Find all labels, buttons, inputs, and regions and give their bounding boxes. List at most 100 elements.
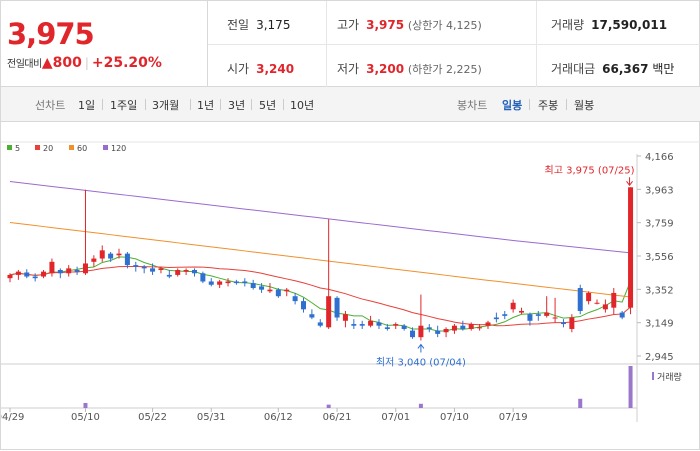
- prev-close: 전일 3,175: [227, 18, 291, 32]
- legend-label-20: 20: [43, 144, 53, 153]
- candle-body: [242, 281, 248, 284]
- candle-body: [41, 271, 47, 277]
- candle-body: [233, 281, 239, 284]
- candle-body: [57, 270, 63, 274]
- tab-10year[interactable]: 10년: [290, 99, 315, 112]
- candle-body: [510, 302, 516, 310]
- candle-body: [150, 268, 156, 272]
- candle-body: [351, 324, 357, 326]
- candle-body: [82, 263, 88, 274]
- candle-body: [7, 274, 13, 279]
- candle-body: [468, 324, 474, 329]
- line-chart-label: 선차트: [35, 99, 66, 112]
- candle-body: [485, 322, 491, 326]
- y-tick-label: 2,945: [645, 352, 674, 363]
- y-tick-label: 3,759: [645, 219, 674, 230]
- candle-body: [535, 314, 541, 316]
- low-annotation: 최저 3,040 (07/04): [376, 356, 466, 368]
- y-tick-label: 4,166: [645, 152, 674, 163]
- tab-daily[interactable]: 일봉: [502, 99, 523, 112]
- candle-body: [74, 270, 80, 272]
- candle-body: [334, 297, 340, 318]
- x-tick-label: 05/31: [197, 412, 226, 423]
- price-header: 3,975 전일대비▲800 | +25.20% 전일 3,175 시가 3,240 고…: [1, 1, 700, 87]
- volume: 거래량 17,590,011: [551, 18, 668, 32]
- candle-body: [477, 327, 483, 329]
- candle-body: [493, 317, 499, 320]
- low-arrow-icon: [417, 343, 425, 353]
- x-tick-label: 07/19: [499, 412, 528, 423]
- y-tick-label: 3,963: [645, 185, 674, 196]
- legend-label-120: 120: [111, 144, 126, 153]
- candle-body: [342, 314, 348, 321]
- volume-label: 거래량: [657, 371, 682, 383]
- volume-bar: [578, 398, 583, 408]
- candle-body: [418, 325, 424, 338]
- legend-swatch-120: [103, 145, 108, 150]
- candle-body: [116, 253, 122, 256]
- tab-5year[interactable]: 5년: [259, 99, 277, 112]
- candle-body: [124, 253, 130, 266]
- open-price: 시가 3,240: [227, 62, 295, 76]
- tab-1week[interactable]: 1주일: [110, 99, 138, 112]
- candle-body: [602, 304, 608, 310]
- candle-body: [141, 266, 147, 269]
- y-tick-label: 3,149: [645, 319, 674, 330]
- ma60-line: [9, 222, 631, 298]
- candle-body: [544, 312, 550, 316]
- candle-body: [309, 314, 315, 318]
- candle-body: [628, 187, 634, 308]
- tab-weekly[interactable]: 주봉: [538, 99, 559, 112]
- period-bar: 선차트 1일 1주일 3개월 1년 3년 5년 10년 봉차트 일봉 주봉 월봉: [1, 87, 700, 122]
- candle-body: [435, 330, 441, 334]
- legend-label-60: 60: [77, 144, 87, 153]
- high-annotation: 최고 3,975 (07/25): [545, 164, 635, 176]
- candle-body: [326, 296, 332, 328]
- candle-body: [301, 301, 307, 310]
- y-tick-label: 3,352: [645, 285, 674, 296]
- candle-body: [49, 261, 55, 274]
- price-box: 3,975 전일대비▲800 | +25.20%: [1, 1, 208, 87]
- volume-bar: [418, 403, 423, 408]
- candle-body: [267, 289, 273, 292]
- candle-body: [577, 288, 583, 311]
- change-value: 800: [52, 55, 82, 71]
- current-price: 3,975: [7, 17, 95, 51]
- candle-body: [225, 281, 231, 284]
- candle-body: [15, 271, 21, 275]
- candle-body: [66, 268, 72, 274]
- candle-body: [175, 270, 181, 275]
- candle-body: [519, 310, 525, 313]
- ma20-line: [9, 266, 631, 327]
- x-tick-label: 05/10: [71, 412, 100, 423]
- x-tick-label: 07/01: [381, 412, 410, 423]
- candle-body: [32, 276, 38, 279]
- x-tick-label: 04/29: [1, 412, 24, 423]
- candle-body: [611, 292, 617, 308]
- y-tick-label: 3,556: [645, 252, 674, 263]
- legend-swatch-60: [69, 145, 74, 150]
- tab-3month[interactable]: 3개월: [152, 99, 180, 112]
- candle-body: [393, 324, 399, 326]
- candle-body: [133, 265, 139, 267]
- legend-label-5: 5: [15, 144, 20, 153]
- legend-swatch-20: [35, 145, 40, 150]
- tab-1year[interactable]: 1년: [197, 99, 215, 112]
- legend-swatch-5: [7, 145, 12, 150]
- ma120-line: [9, 181, 631, 254]
- tab-3year[interactable]: 3년: [228, 99, 246, 112]
- candle-body: [99, 250, 105, 259]
- candle-body: [586, 292, 592, 302]
- change-row: 전일대비▲800 | +25.20%: [7, 55, 162, 71]
- candle-body: [619, 312, 625, 318]
- tab-1day[interactable]: 1일: [78, 99, 96, 112]
- candle-body: [166, 274, 172, 277]
- candle-body: [426, 327, 432, 329]
- candle-body: [284, 289, 290, 292]
- up-arrow-icon: ▲: [41, 55, 53, 71]
- candle-body: [250, 283, 256, 289]
- tab-monthly[interactable]: 월봉: [574, 99, 595, 112]
- candle-body: [569, 317, 575, 329]
- candle-body: [200, 273, 206, 282]
- x-tick-label: 05/22: [138, 412, 167, 423]
